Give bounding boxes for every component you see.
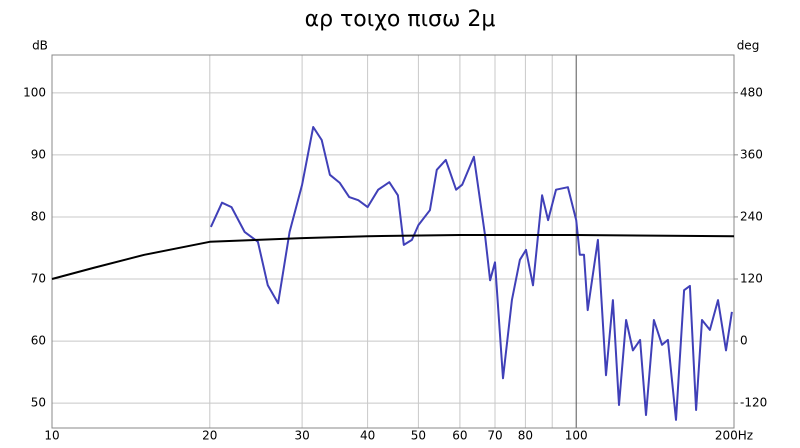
y2-tick-label: 240 — [740, 209, 763, 223]
x-tick-label: 200Hz — [715, 429, 753, 443]
y-tick-label: 70 — [31, 272, 46, 286]
y2-tick-label: 120 — [740, 272, 763, 286]
x-tick-label: 10 — [44, 429, 59, 443]
y-tick-label: 90 — [31, 147, 46, 161]
x-tick-label: 40 — [360, 429, 375, 443]
series-line — [51, 234, 735, 280]
x-tick-label: 100 — [565, 429, 588, 443]
y2-tick-label: 0 — [740, 334, 748, 348]
y-tick-label: 80 — [31, 209, 46, 223]
y-unit: dB — [32, 39, 48, 53]
y-tick-label: 60 — [31, 334, 46, 348]
series-line — [209, 126, 733, 421]
x-tick-label: 70 — [487, 429, 502, 443]
chart-title: αρ τοιχο πισω 2μ — [305, 7, 496, 32]
x-tick-label: 60 — [452, 429, 467, 443]
y-tick-label: 100 — [23, 85, 46, 99]
y2-tick-label: 360 — [740, 147, 763, 161]
x-tick-label: 50 — [411, 429, 426, 443]
y-tick-label: 50 — [31, 396, 46, 410]
x-tick-label: 20 — [202, 429, 217, 443]
plot-frame — [51, 54, 735, 429]
x-tick-label: 80 — [518, 429, 533, 443]
y2-tick-label: -120 — [740, 396, 767, 410]
y2-unit: deg — [737, 39, 760, 53]
y2-tick-label: 480 — [740, 85, 763, 99]
x-tick-label: 30 — [294, 429, 309, 443]
